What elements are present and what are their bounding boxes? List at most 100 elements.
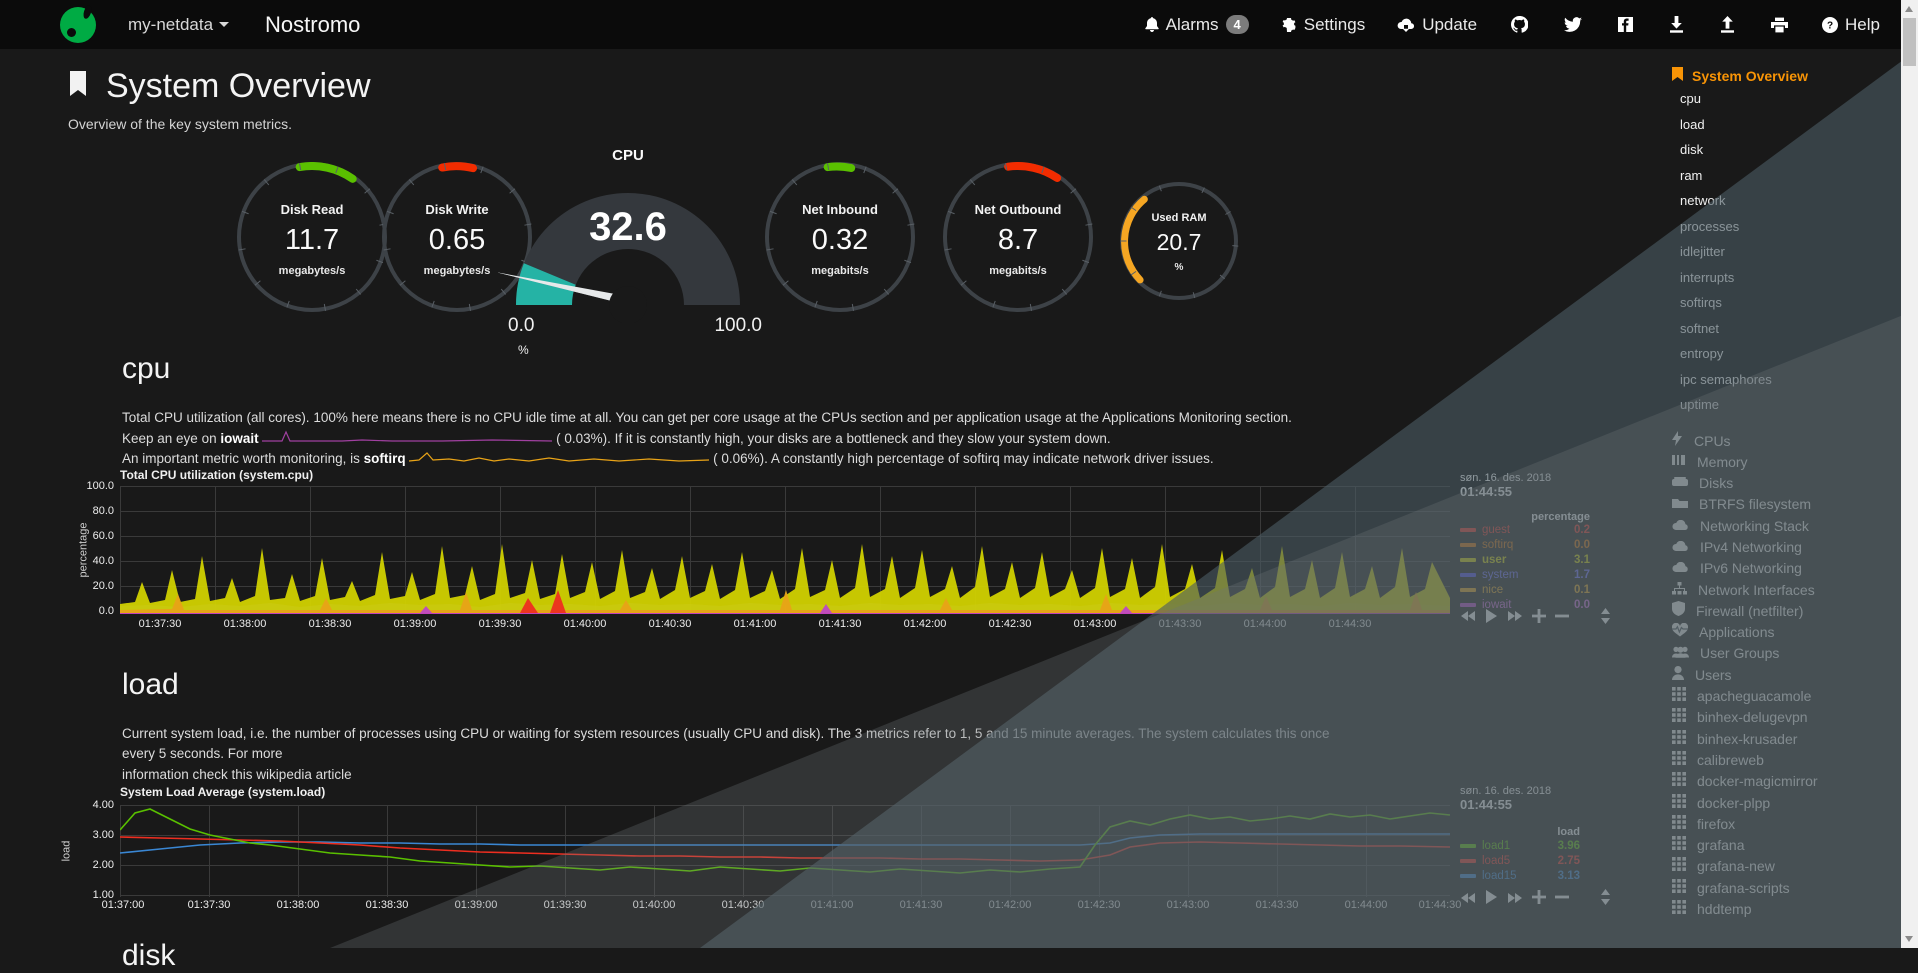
- fast-forward-icon[interactable]: [1507, 891, 1523, 909]
- legend-value: 3.13: [1557, 869, 1580, 882]
- gauge-net-inbound[interactable]: Net Inbound 0.32 megabits/s: [765, 162, 915, 312]
- heartbeat-icon: [1671, 622, 1689, 643]
- chart-system-load[interactable]: System Load Average (system.load) load 4…: [60, 785, 1650, 911]
- sidebar-item-users[interactable]: Users: [1650, 665, 1918, 686]
- nav-settings-button[interactable]: Settings: [1265, 0, 1381, 49]
- hdd-icon: [1672, 473, 1688, 494]
- host-selector[interactable]: my-netdata: [128, 14, 230, 35]
- sidebar-item-grafana-new[interactable]: grafana-new: [1650, 856, 1918, 877]
- sidebar-item-disks[interactable]: Disks: [1650, 473, 1918, 494]
- sidebar-item-hddtemp[interactable]: hddtemp: [1650, 899, 1918, 920]
- sidebar-item-softirqs[interactable]: softirqs: [1680, 295, 1722, 310]
- zoom-out-icon[interactable]: [1555, 890, 1569, 909]
- sidebar-item-binhex-krusader[interactable]: binhex-krusader: [1650, 729, 1918, 750]
- sidebar-item-disk[interactable]: disk: [1680, 142, 1704, 157]
- netdata-logo-icon[interactable]: [60, 6, 96, 43]
- play-icon[interactable]: [1485, 608, 1498, 628]
- sidebar-item-entropy[interactable]: entropy: [1680, 346, 1724, 361]
- nav-upload-button[interactable]: [1702, 0, 1753, 49]
- sidebar-item-btrfs-filesystem[interactable]: BTRFS filesystem: [1650, 494, 1918, 515]
- legend-row[interactable]: load15 3.13: [1460, 868, 1580, 883]
- chart-canvas: [120, 485, 1451, 614]
- sidebar-item-uptime[interactable]: uptime: [1680, 397, 1720, 412]
- gauge-disk-write[interactable]: Disk Write 0.65 megabytes/s: [382, 162, 532, 312]
- zoom-out-icon[interactable]: [1555, 609, 1569, 628]
- chart-plot-area[interactable]: [119, 805, 1451, 902]
- sidebar-item-user-groups[interactable]: User Groups: [1650, 643, 1918, 664]
- fast-forward-icon[interactable]: [1507, 609, 1523, 627]
- chart-system-cpu[interactable]: Total CPU utilization (system.cpu) perce…: [60, 468, 1650, 632]
- th-icon: [1672, 814, 1686, 835]
- sidebar-item-network-interfaces[interactable]: Network Interfaces: [1650, 580, 1918, 601]
- gauge-disk-read[interactable]: Disk Read 11.7 megabytes/s: [237, 162, 387, 312]
- resize-handle-icon[interactable]: [1600, 607, 1611, 629]
- sidebar-item-ipc-semaphores[interactable]: ipc semaphores: [1680, 371, 1772, 387]
- legend-row[interactable]: system 1.7: [1460, 568, 1590, 583]
- legend-row[interactable]: nice 0.1: [1460, 583, 1590, 598]
- sidebar-item-softnet[interactable]: softnet: [1680, 320, 1720, 336]
- sidebar-item-networking-stack[interactable]: Networking Stack: [1650, 516, 1918, 537]
- host-selector-label: my-netdata: [128, 14, 214, 34]
- sidebar-item-grafana-scripts[interactable]: grafana-scripts: [1650, 878, 1918, 899]
- nav-help-button[interactable]: ? Help: [1806, 0, 1896, 49]
- gauge-value: 0.32: [811, 224, 869, 256]
- ytick: 2.00: [92, 859, 114, 872]
- gauge-max-label: 100.0: [714, 315, 762, 336]
- gauge-cpu[interactable]: CPU 32.6 0.0 % 100.0: [498, 147, 762, 357]
- zoom-in-icon[interactable]: [1532, 608, 1546, 628]
- sidebar-item-cpu[interactable]: cpu: [1680, 91, 1701, 106]
- nav-github-link[interactable]: [1493, 0, 1546, 49]
- legend-row[interactable]: load1 3.96: [1460, 838, 1580, 853]
- scroll-up-arrow-icon[interactable]: [1905, 6, 1913, 12]
- gauge-used-ram[interactable]: Used RAM 20.7 %: [1120, 182, 1239, 300]
- sidebar-item-load[interactable]: load: [1680, 116, 1705, 132]
- legend-row[interactable]: softirq 0.0: [1460, 538, 1590, 553]
- sidebar-item-memory[interactable]: Memory: [1650, 452, 1918, 473]
- sidebar-item-ipv6-networking[interactable]: IPv6 Networking: [1650, 558, 1918, 579]
- nav-print-button[interactable]: [1753, 0, 1806, 49]
- ytick: 0.0: [98, 604, 114, 617]
- sidebar-item-docker-magicmirror[interactable]: docker-magicmirror: [1650, 771, 1918, 792]
- nav-twitter-link[interactable]: [1546, 0, 1600, 49]
- scrollbar-thumb[interactable]: [1903, 18, 1916, 66]
- sidebar-item-calibreweb[interactable]: calibreweb: [1650, 750, 1918, 771]
- resize-handle-icon[interactable]: [1600, 889, 1611, 910]
- legend-value: 0.0: [1574, 539, 1590, 552]
- cloud-icon: [1672, 558, 1689, 579]
- chart-plot-area[interactable]: [120, 485, 1451, 619]
- scroll-down-arrow-icon[interactable]: [1905, 936, 1913, 942]
- legend-row[interactable]: guest 0.2: [1460, 523, 1590, 538]
- nav-alarms-button[interactable]: Alarms 4: [1129, 0, 1265, 49]
- sidebar-item-applications[interactable]: Applications: [1650, 622, 1918, 643]
- sidebar-item-binhex-delugevpn[interactable]: binhex-delugevpn: [1650, 707, 1918, 728]
- legend-name: load1: [1482, 839, 1511, 852]
- sidebar-item-docker-plpp[interactable]: docker-plpp: [1650, 793, 1918, 814]
- nav-facebook-link[interactable]: [1600, 0, 1651, 49]
- sidebar-item-ipv4-networking[interactable]: IPv4 Networking: [1650, 537, 1918, 558]
- sidebar-item-interrupts[interactable]: interrupts: [1680, 269, 1735, 285]
- sidebar-item-firefox[interactable]: firefox: [1650, 814, 1918, 835]
- nav-download-button[interactable]: [1651, 0, 1702, 49]
- sidebar-item-processes[interactable]: processes: [1680, 218, 1740, 234]
- nav-update-button[interactable]: Update: [1381, 0, 1493, 49]
- window-scrollbar[interactable]: [1901, 0, 1918, 948]
- zoom-in-icon[interactable]: [1532, 890, 1546, 909]
- sidebar-item-apacheguacamole[interactable]: apacheguacamole: [1650, 686, 1918, 707]
- legend-row[interactable]: user 3.1: [1460, 553, 1590, 568]
- sidebar-item-cpus[interactable]: CPUs: [1650, 430, 1918, 452]
- sidebar-item-ram[interactable]: ram: [1680, 167, 1703, 183]
- legend-row[interactable]: load5 2.75: [1460, 853, 1580, 868]
- sidebar-item-system-overview[interactable]: System Overview: [1650, 67, 1918, 84]
- xtick: 01:40:30: [648, 617, 692, 630]
- legend-swatch: [1460, 603, 1476, 608]
- rewind-icon[interactable]: [1460, 891, 1476, 909]
- rewind-icon[interactable]: [1460, 609, 1476, 627]
- sidebar-item-network[interactable]: network: [1680, 193, 1726, 208]
- play-icon[interactable]: [1485, 890, 1498, 909]
- legend-name: system: [1482, 569, 1519, 582]
- sidebar-item-grafana[interactable]: grafana: [1650, 835, 1918, 856]
- sidebar-item-firewall-netfilter[interactable]: Firewall (netfilter): [1650, 600, 1918, 622]
- gauge-net-outbound[interactable]: Net Outbound 8.7 megabits/s: [943, 162, 1093, 312]
- sitemap-icon: [1672, 580, 1687, 601]
- sidebar-item-idlejitter[interactable]: idlejitter: [1680, 244, 1725, 259]
